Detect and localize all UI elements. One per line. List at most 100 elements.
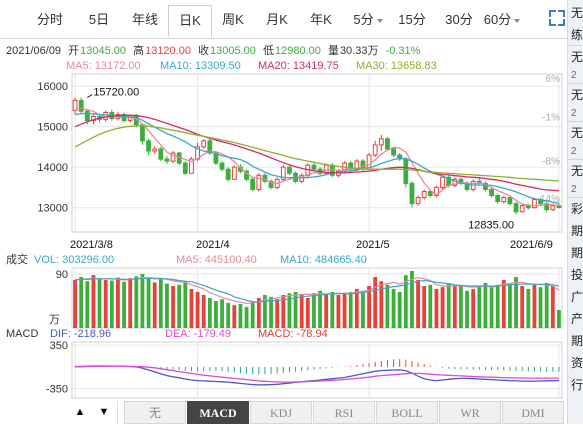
volume-value: VOL: 303296.00 <box>34 254 114 266</box>
volume-bar <box>336 295 341 328</box>
volume-bar <box>214 301 218 328</box>
pct-tick-label: -1% <box>542 113 560 124</box>
side-panel-text[interactable]: 广 <box>571 290 583 304</box>
ma-legend-ma20: MA20: 13419.75 <box>258 60 339 72</box>
candle-body <box>311 164 317 170</box>
volume-bar <box>557 310 561 328</box>
tab-30min[interactable]: 30分 <box>445 12 473 27</box>
volume-bar <box>177 284 182 328</box>
volume-bar <box>544 283 549 328</box>
side-panel-text[interactable]: 无 <box>571 50 583 64</box>
tab-yearline[interactable]: 年线 <box>131 12 158 27</box>
candle-body <box>385 138 390 150</box>
candle-body <box>219 162 225 170</box>
max-marker-pointer <box>87 94 93 98</box>
volume-bar <box>538 287 543 328</box>
side-panel-text[interactable]: 产 <box>571 312 583 326</box>
side-panel-text[interactable]: 无 <box>571 88 583 102</box>
date-label: 2021/6/9 <box>510 239 553 251</box>
side-panel-divider <box>568 197 583 198</box>
volume-bar <box>526 289 531 328</box>
candle-body <box>146 140 151 152</box>
macd-dif-line <box>75 365 559 386</box>
candle-body <box>262 174 268 182</box>
candle-body <box>556 205 562 208</box>
volume-bar <box>495 284 500 328</box>
ma5-line <box>74 107 559 207</box>
scroll-down-button[interactable]: ▼ <box>98 406 110 418</box>
volume-bar <box>465 290 469 328</box>
scroll-up-button[interactable]: ▲ <box>74 406 86 418</box>
tab-monthly-k[interactable]: 月K <box>266 12 288 27</box>
side-panel-text[interactable]: 无 <box>571 164 583 178</box>
volume-bar <box>532 284 537 328</box>
side-panel-text[interactable]: 2 <box>571 146 577 157</box>
side-panel-text[interactable]: 无 <box>571 126 583 140</box>
side-panel-text[interactable]: 2 <box>571 108 577 119</box>
volume-bar <box>275 299 280 328</box>
volume-bar <box>91 275 96 328</box>
volume-bar <box>85 281 90 328</box>
side-panel-text[interactable]: 期 <box>571 246 583 260</box>
side-panel-text[interactable]: 期 <box>571 334 583 348</box>
volume-bar <box>207 298 212 328</box>
candle-body <box>170 152 176 162</box>
info-volume: 30.33万 <box>339 45 379 57</box>
candle-body <box>182 162 188 174</box>
tab-yearly-k[interactable]: 年K <box>310 12 332 27</box>
candle-body <box>495 195 501 203</box>
price-tick-label: 13000 <box>37 203 68 215</box>
indicator-tab-boll[interactable]: BOLL <box>376 401 438 424</box>
candle-body <box>372 144 378 156</box>
tab-60min[interactable]: 60分 <box>482 6 522 34</box>
indicator-tab-rsi[interactable]: RSI <box>313 401 375 424</box>
volume-bar <box>299 295 304 328</box>
side-panel-divider <box>568 121 583 122</box>
volume-bar <box>73 280 77 328</box>
indicator-tab-dmi[interactable]: DMI <box>502 401 564 424</box>
side-panel-text[interactable]: 练 <box>571 28 583 42</box>
fullscreen-icon[interactable] <box>549 10 565 26</box>
tab-weekly-k[interactable]: 周K <box>222 12 244 27</box>
candle-body <box>213 152 219 164</box>
tab-5day[interactable]: 5日 <box>88 12 110 27</box>
side-panel-text[interactable]: 2 <box>571 70 577 81</box>
side-panel-text[interactable]: 期 <box>571 224 583 238</box>
volume-tick-label: 90 <box>56 269 68 281</box>
side-panel-text[interactable]: 资 <box>571 356 583 370</box>
indicator-tab-wr[interactable]: WR <box>439 401 501 424</box>
volume-bar <box>195 292 200 328</box>
volume-bar <box>201 295 206 328</box>
indicator-tabs: 无 MACD KDJ RSI BOLL WR DMI <box>124 401 567 424</box>
tab-15min[interactable]: 15分 <box>398 12 426 27</box>
side-panel-text[interactable]: 2 <box>571 184 577 195</box>
indicator-tab-kdj[interactable]: KDJ <box>250 401 312 424</box>
macd-tick-label: 350 <box>50 340 68 352</box>
info-date: 2021/06/09 <box>6 45 62 57</box>
candle-body <box>513 203 519 213</box>
volume-bar <box>158 279 163 328</box>
volume-bar <box>244 307 249 328</box>
side-panel-text[interactable]: 投 <box>571 268 583 282</box>
indicator-tab-none[interactable]: 无 <box>124 401 186 424</box>
volume-bar <box>348 292 353 328</box>
volume-bar <box>452 284 457 328</box>
volume-bar <box>183 281 188 328</box>
tab-5min[interactable]: 5分 <box>348 6 388 34</box>
tab-daily-k[interactable]: 日K <box>168 5 212 37</box>
candle-body <box>256 174 262 190</box>
pct-tick-label: 6% <box>546 74 561 85</box>
candle-body <box>250 178 256 190</box>
side-panel-text[interactable]: 无 <box>571 6 583 20</box>
volume-bar <box>250 301 255 328</box>
candle-body <box>415 197 421 205</box>
kline-chart[interactable]: 13000 14000 15000 16000 6% -1% -8% -14% 15720.00… <box>0 0 567 400</box>
candle-body <box>440 176 445 188</box>
side-panel-text[interactable]: 彩 <box>571 202 583 216</box>
tab-intraday[interactable]: 分时 <box>36 12 63 27</box>
indicator-tab-macd[interactable]: MACD <box>187 401 249 424</box>
side-panel-text[interactable]: 行 <box>571 378 583 392</box>
candle-body <box>287 166 292 174</box>
macd-dea-legend: DEA: -179.49 <box>165 328 231 340</box>
candle-body <box>84 110 90 122</box>
